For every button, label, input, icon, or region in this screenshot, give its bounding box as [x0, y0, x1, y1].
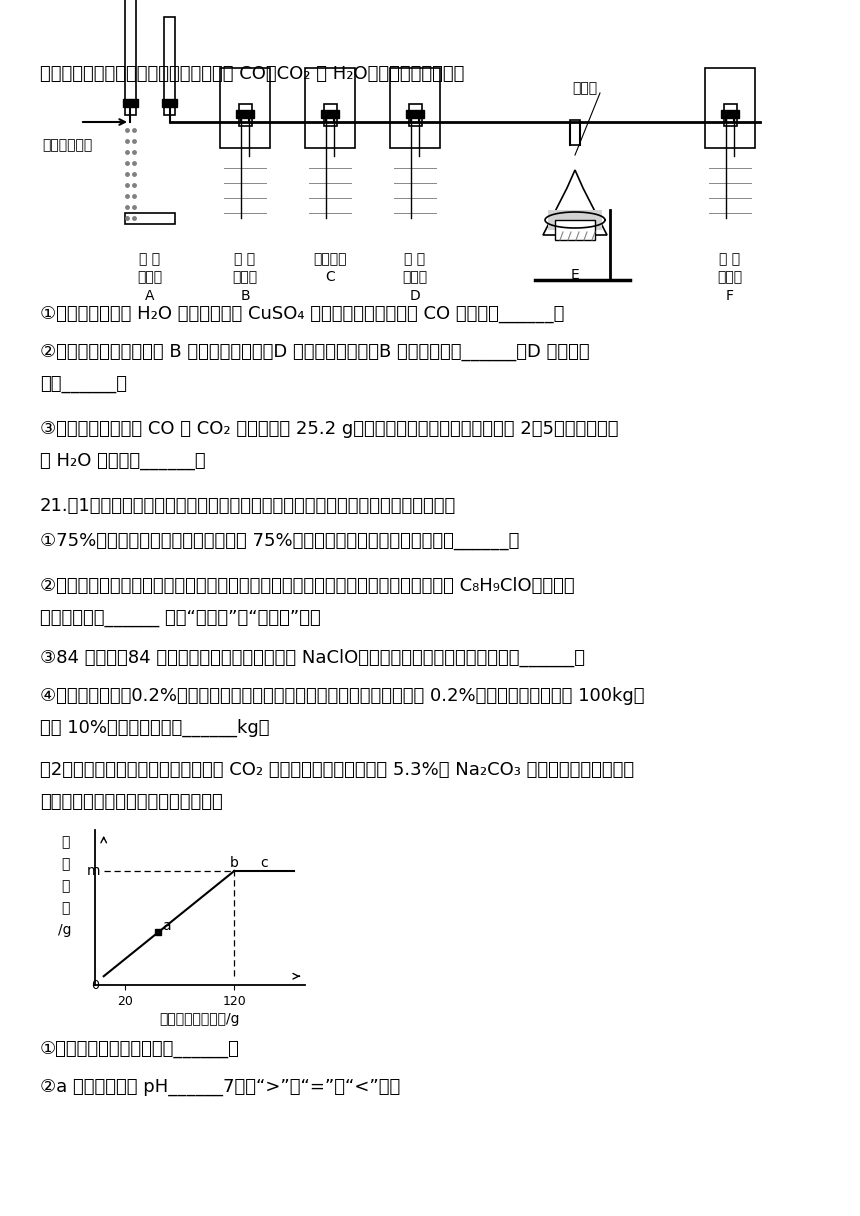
Text: 澄 清
石灰水
B: 澄 清 石灰水 B [232, 252, 257, 303]
Bar [125, 213, 175, 224]
Text: 二甲苯酚属于______ （填“无机物”或“有机物”）。: 二甲苯酚属于______ （填“无机物”或“有机物”）。 [40, 609, 321, 627]
Bar [324, 105, 337, 126]
Bar [555, 220, 595, 240]
Text: m: m [86, 863, 100, 878]
Bar [390, 68, 440, 148]
Text: 乙醇燃烧产物: 乙醇燃烧产物 [42, 137, 92, 152]
Text: 随碳酸钙溶液的质量的变化如图所示：: 随碳酸钙溶液的质量的变化如图所示： [40, 793, 223, 811]
Bar [321, 109, 339, 118]
Text: 氧化铜: 氧化铜 [573, 81, 598, 95]
Polygon shape [543, 170, 607, 235]
Bar [724, 105, 737, 126]
Bar [570, 120, 580, 145]
Text: 量: 量 [61, 901, 69, 914]
Text: 0: 0 [90, 979, 99, 992]
Text: （2）小明同学向石灰石和稀盐酸制备 CO₂ 后过滤得到的滤液中滴加 5.3%的 Na₂CO₃ 溶液，得到的沉淠质量: （2）小明同学向石灰石和稀盐酸制备 CO₂ 后过滤得到的滤液中滴加 5.3%的 … [40, 761, 634, 779]
Text: 无 水
硫酸铜
A: 无 水 硫酸铜 A [138, 252, 163, 303]
Text: 用是______。: 用是______。 [40, 375, 127, 393]
Bar [239, 105, 252, 126]
Bar [162, 98, 177, 107]
Text: 澄 清
石灰水
F: 澄 清 石灰水 F [717, 252, 742, 303]
Text: ②a 点对应的溶液 pH______7（填“>”、“=”或“<”）。: ②a 点对应的溶液 pH______7（填“>”、“=”或“<”）。 [40, 1079, 400, 1096]
Bar [406, 109, 424, 118]
Bar [705, 68, 755, 148]
Bar [123, 98, 138, 107]
Text: c: c [261, 856, 268, 871]
Text: ③若乙醇燃烧产物中 CO 和 CO₂ 的总质量为 25.2 g，其中碳元素与氧元素的质量比为 2：5，则反应产物: ③若乙醇燃烧产物中 CO 和 CO₂ 的总质量为 25.2 g，其中碳元素与氧元… [40, 420, 618, 438]
Bar [164, 17, 175, 116]
Text: 淠: 淠 [61, 857, 69, 871]
Text: ①能验证产物中有 H₂O 的现象是无水 CuSO₄ 变蓝；能验证产物中有 CO 的现象是______。: ①能验证产物中有 H₂O 的现象是无水 CuSO₄ 变蓝；能验证产物中有 CO … [40, 305, 564, 323]
Text: 下装置进行实验，验证乙醇燃烧产物中有 CO、CO₂ 和 H₂O。请回答下列问题：: 下装置进行实验，验证乙醇燃烧产物中有 CO、CO₂ 和 H₂O。请回答下列问题： [40, 64, 464, 83]
Text: /g: /g [58, 923, 71, 938]
Bar [305, 68, 355, 148]
Bar [220, 68, 270, 148]
X-axis label: 碳酸钙溶液的质量/g: 碳酸钙溶液的质量/g [160, 1012, 240, 1026]
Bar [236, 109, 254, 118]
Bar [125, 0, 136, 116]
Text: ④过氧乙酸溶液。0.2%的过氧乙酸溶液常用于空气和地面消毒。某校要配制 0.2%的过氧乙酸消毒溶液 100kg，: ④过氧乙酸溶液。0.2%的过氧乙酸溶液常用于空气和地面消毒。某校要配制 0.2%… [40, 687, 644, 705]
Text: ②威王消毒液。威王消毒液的主要成分是对氯间二甲苯酚，对氯间二甲苯酚的化学式是 C₈H₉ClO，对氯间: ②威王消毒液。威王消毒液的主要成分是对氯间二甲苯酚，对氯间二甲苯酚的化学式是 C… [40, 578, 574, 595]
Bar [409, 105, 422, 126]
Text: a: a [163, 919, 171, 933]
Text: 质: 质 [61, 879, 69, 893]
Text: 21.（1）目前，新冠肺炎疫情全球蔓延，消毒剂的使用在防疫过程中起着重要作用。: 21.（1）目前，新冠肺炎疫情全球蔓延，消毒剂的使用在防疫过程中起着重要作用。 [40, 497, 457, 516]
Text: 氢氧化钠
C: 氢氧化钠 C [313, 252, 347, 285]
Text: E: E [571, 268, 580, 282]
Text: 需要 10%的过氧乙酸溶液______kg。: 需要 10%的过氧乙酸溶液______kg。 [40, 719, 269, 737]
Text: ②实验时，可观察到装置 B 中石灰水变浑浊，D 中石灰水无变化。B 装置的作用是______；D 装置的作: ②实验时，可观察到装置 B 中石灰水变浑浊，D 中石灰水无变化。B 装置的作用是… [40, 343, 590, 361]
Text: ①75%酒精溶液。请用学过的知识解释 75%酒精溶液能杀死冠状病毒的原因：______。: ①75%酒精溶液。请用学过的知识解释 75%酒精溶液能杀死冠状病毒的原因：___… [40, 533, 519, 550]
Text: ①过滤所得滤液中的阳离子______。: ①过滤所得滤液中的阳离子______。 [40, 1040, 240, 1058]
Bar [721, 109, 739, 118]
Text: ③84 消毒液。84 消毒液的主要成分是次氯酸钙 NaClO，标出次氯酸钙中氯元素的化合价______。: ③84 消毒液。84 消毒液的主要成分是次氯酸钙 NaClO，标出次氯酸钙中氯元… [40, 649, 585, 668]
Polygon shape [548, 210, 602, 230]
Text: b: b [230, 856, 239, 871]
Text: 中 H₂O 的质量为______。: 中 H₂O 的质量为______。 [40, 452, 206, 471]
Text: 澄 清
石灰水
D: 澄 清 石灰水 D [402, 252, 427, 303]
Text: 沉: 沉 [61, 835, 69, 849]
